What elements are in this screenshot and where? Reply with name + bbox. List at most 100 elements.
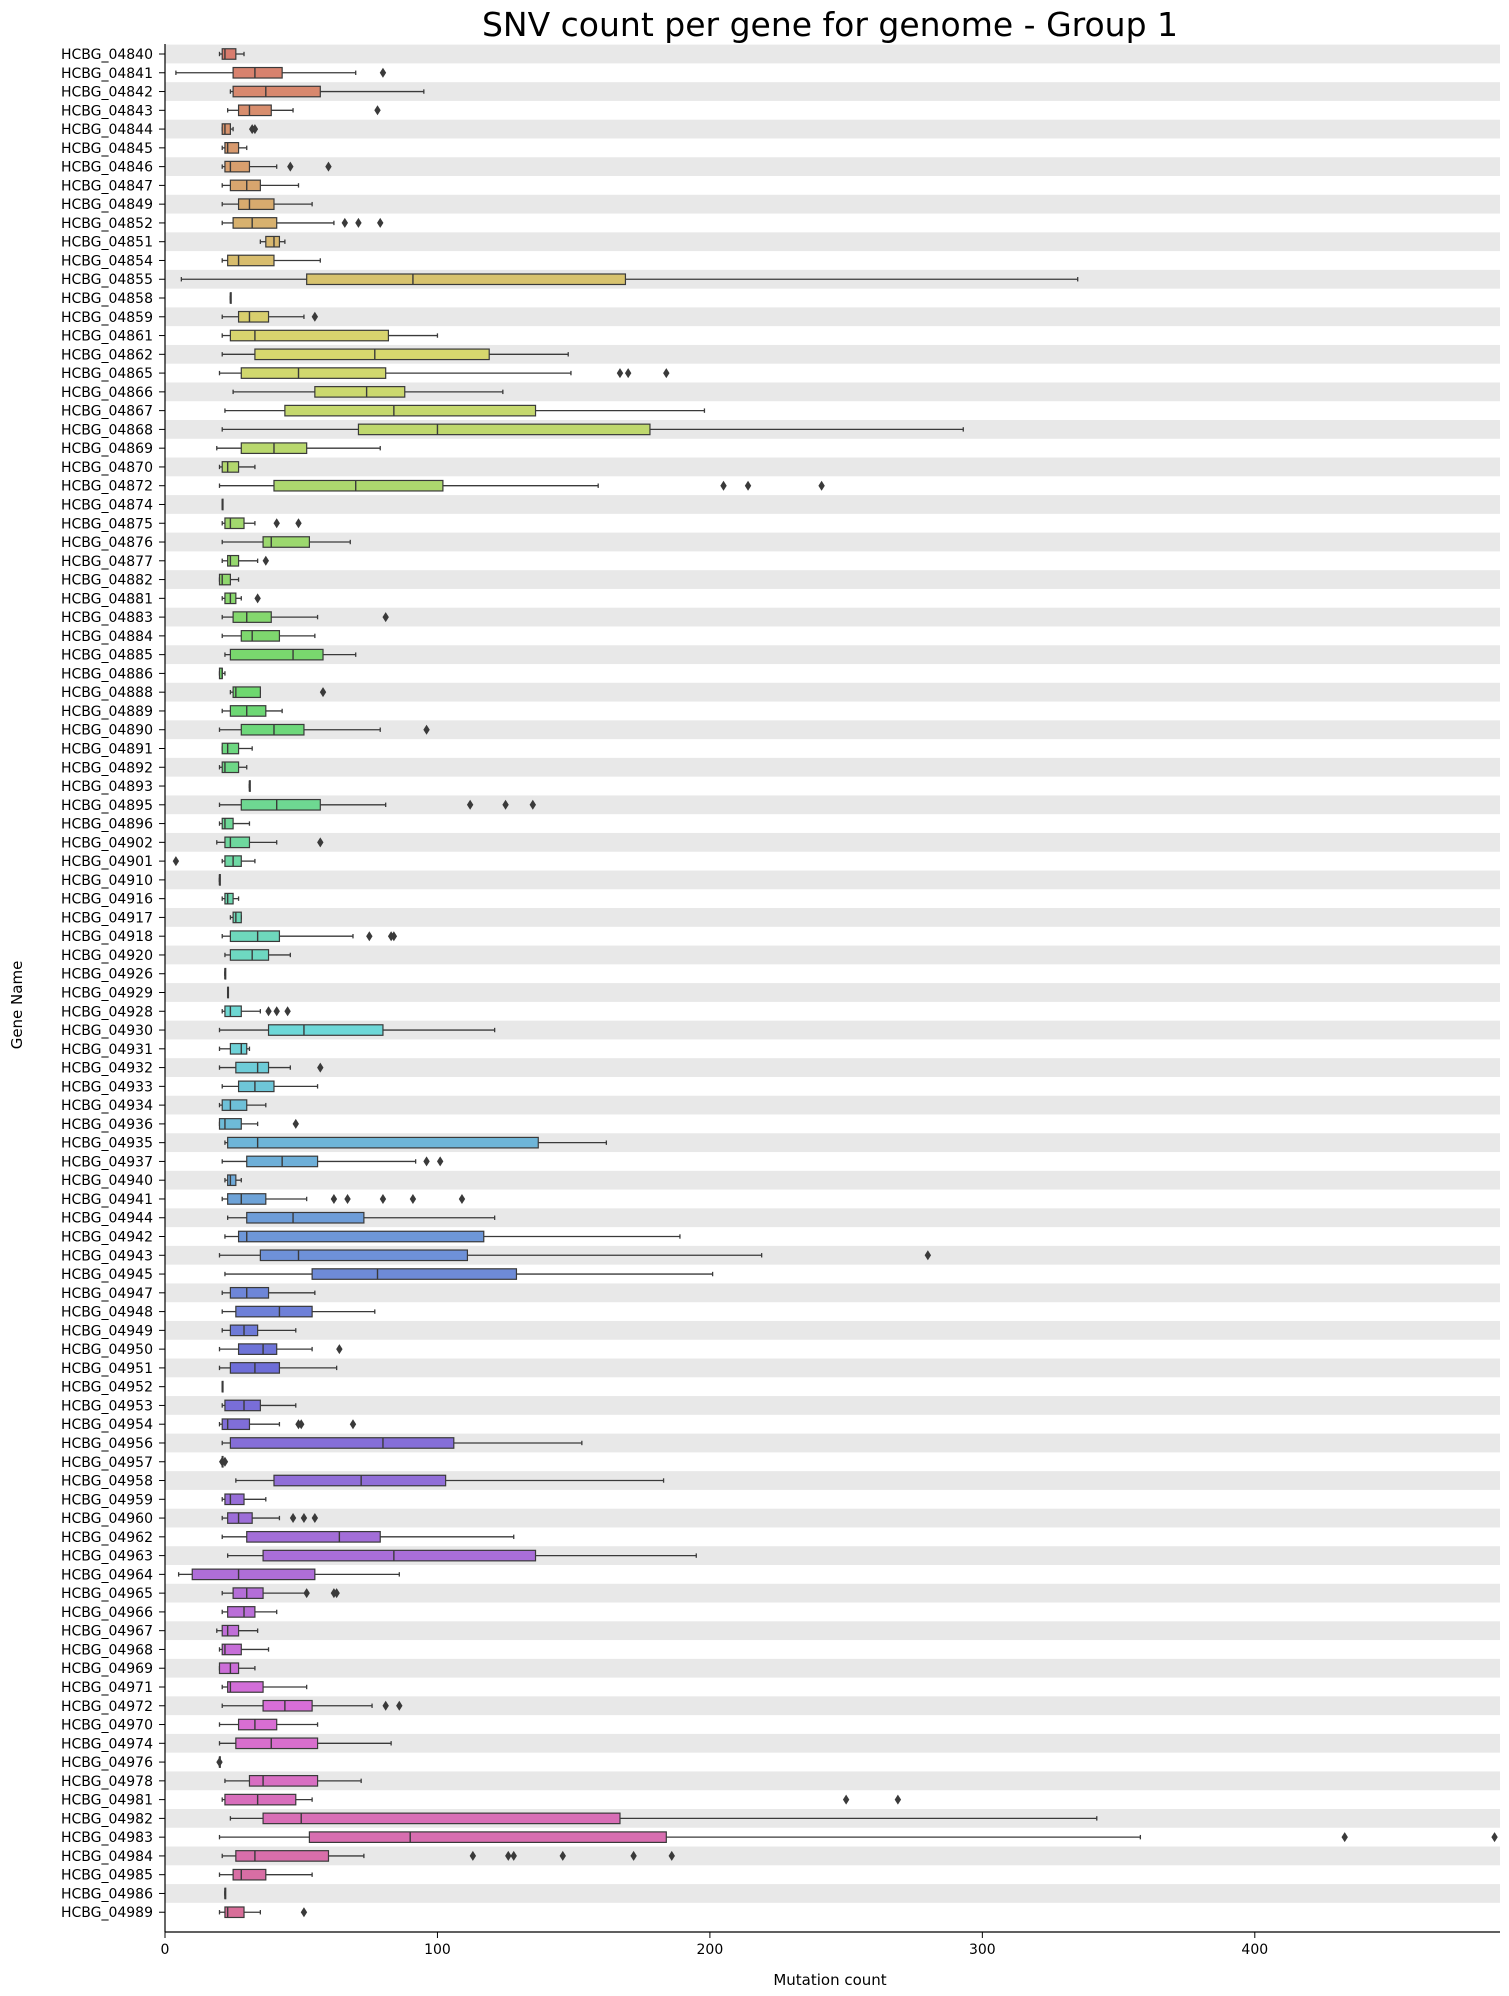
y-tick-label: HCBG_04963 xyxy=(61,1549,153,1565)
box-iqr xyxy=(227,1193,267,1205)
y-tick-label: HCBG_04893 xyxy=(61,779,153,795)
x-tick-label: 100 xyxy=(424,1942,451,1958)
outlier-point xyxy=(284,1006,291,1017)
row-band xyxy=(165,1471,1500,1490)
box-iqr xyxy=(232,66,283,79)
outlier-point xyxy=(273,1006,280,1017)
y-tick-label: HCBG_04949 xyxy=(61,1323,153,1339)
outlier-point xyxy=(382,1700,389,1711)
y-tick-label: HCBG_04959 xyxy=(61,1492,153,1508)
row-band xyxy=(165,645,1500,665)
box-iqr xyxy=(229,648,324,661)
row-band xyxy=(165,1358,1500,1378)
outlier-point xyxy=(172,856,180,867)
y-axis-title: Gene Name xyxy=(8,961,26,1050)
row-band xyxy=(165,1621,1500,1641)
y-tick-label: HCBG_04933 xyxy=(61,1079,153,1095)
outlier-point xyxy=(355,217,362,228)
outlier-point xyxy=(325,161,332,172)
box-iqr xyxy=(224,892,234,905)
outlier-point xyxy=(298,1419,305,1430)
y-tick-label: HCBG_04840 xyxy=(61,47,153,63)
y-tick-label: HCBG_04918 xyxy=(61,929,153,945)
y-tick-label: HCBG_04842 xyxy=(61,85,153,101)
y-tick-label: HCBG_04952 xyxy=(61,1380,153,1396)
box-iqr xyxy=(221,1624,240,1637)
outlier-point xyxy=(466,799,474,810)
y-tick-label: HCBG_04865 xyxy=(61,366,153,382)
row-band xyxy=(165,1771,1500,1791)
box-iqr xyxy=(273,1474,447,1487)
y-tick-label: HCBG_04971 xyxy=(61,1680,153,1696)
outlier-point xyxy=(311,1513,319,1524)
y-tick-label: HCBG_04978 xyxy=(61,1774,153,1790)
y-tick-label: HCBG_04847 xyxy=(61,178,153,194)
row-band xyxy=(165,1020,1500,1040)
y-tick-label: HCBG_04852 xyxy=(61,216,153,232)
outlier-point xyxy=(390,931,398,942)
y-tick-label: HCBG_04954 xyxy=(61,1417,153,1433)
row-band xyxy=(165,1433,1500,1453)
box-iqr xyxy=(227,1136,539,1149)
outlier-point xyxy=(374,105,381,116)
row-band xyxy=(165,344,1500,364)
row-band xyxy=(165,1658,1500,1678)
y-tick-label: HCBG_04843 xyxy=(61,103,153,119)
y-tick-label: HCBG_04930 xyxy=(61,1023,153,1039)
box-iqr xyxy=(237,1230,485,1243)
y-tick-label: HCBG_04928 xyxy=(61,1004,153,1020)
y-tick-label: HCBG_04944 xyxy=(61,1211,153,1227)
outlier-point xyxy=(216,1757,223,1768)
y-tick-label: HCBG_04901 xyxy=(61,854,153,870)
box-iqr xyxy=(229,930,281,943)
row-band xyxy=(165,1208,1500,1228)
y-tick-label: HCBG_04932 xyxy=(61,1061,153,1077)
box-iqr xyxy=(227,1681,264,1693)
y-tick-label: HCBG_04984 xyxy=(61,1849,153,1865)
box-iqr xyxy=(262,1812,621,1825)
outlier-point xyxy=(894,1794,902,1805)
box-iqr xyxy=(232,911,242,924)
box-iqr xyxy=(227,1512,253,1524)
row-band xyxy=(165,1058,1500,1077)
row-bands xyxy=(165,44,1500,1903)
box-iqr xyxy=(224,836,251,849)
box-iqr xyxy=(218,1662,240,1675)
outlier-point xyxy=(300,1907,308,1918)
box-iqr xyxy=(240,367,387,379)
box-iqr xyxy=(357,423,651,436)
y-tick-label: HCBG_04947 xyxy=(61,1286,153,1302)
outlier-point xyxy=(1491,1832,1498,1843)
outlier-point xyxy=(303,1588,310,1599)
y-tick-label: HCBG_04983 xyxy=(61,1830,153,1846)
box-iqr xyxy=(221,1099,248,1111)
box-iqr xyxy=(308,1831,667,1844)
row-band xyxy=(165,570,1500,589)
box-iqr xyxy=(229,329,390,342)
y-tick-label: HCBG_04902 xyxy=(61,835,153,851)
y-tick-label: HCBG_04926 xyxy=(61,967,153,983)
outlier-point xyxy=(349,1419,357,1430)
box-iqr xyxy=(306,273,627,286)
box-iqr xyxy=(246,1530,381,1543)
outlier-point xyxy=(624,368,632,379)
box-iqr xyxy=(237,310,270,323)
box-iqr xyxy=(262,536,310,548)
row-band xyxy=(165,983,1500,1002)
y-tick-label: HCBG_04945 xyxy=(61,1267,153,1283)
row-band xyxy=(165,795,1500,815)
row-band xyxy=(165,44,1500,64)
outlier-point xyxy=(317,1062,324,1073)
y-tick-label: HCBG_04851 xyxy=(61,235,153,251)
y-tick-label: HCBG_04910 xyxy=(61,873,153,889)
box-iqr xyxy=(227,1174,237,1187)
y-tick-label: HCBG_04936 xyxy=(61,1117,153,1133)
row-band xyxy=(165,382,1500,402)
outlier-point xyxy=(924,1250,932,1261)
y-tick-label: HCBG_04956 xyxy=(61,1436,153,1452)
row-band xyxy=(165,157,1500,177)
outlier-point xyxy=(630,1850,637,1861)
y-tick-label: HCBG_04948 xyxy=(61,1305,153,1321)
y-tick-label: HCBG_04881 xyxy=(61,591,153,607)
box-iqr xyxy=(240,723,305,736)
